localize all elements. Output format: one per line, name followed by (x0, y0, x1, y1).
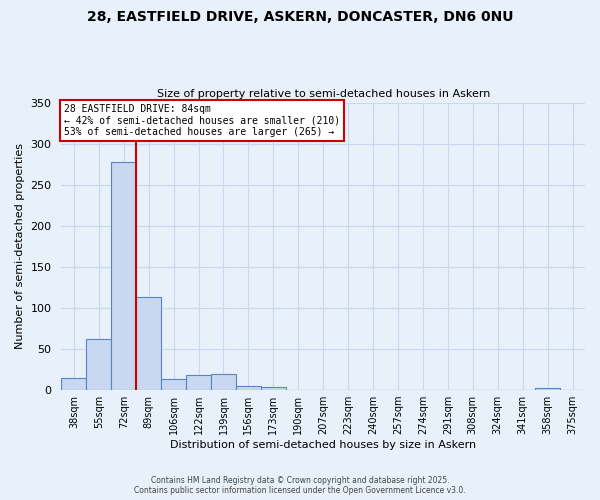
Bar (61, 378, 86, 390)
Text: Contains HM Land Registry data © Crown copyright and database right 2025.
Contai: Contains HM Land Registry data © Crown c… (134, 476, 466, 495)
Bar (236, 386, 261, 390)
Y-axis label: Number of semi-detached properties: Number of semi-detached properties (15, 144, 25, 350)
Text: 28 EASTFIELD DRIVE: 84sqm
← 42% of semi-detached houses are smaller (210)
53% of: 28 EASTFIELD DRIVE: 84sqm ← 42% of semi-… (64, 104, 340, 138)
Bar (136, 298, 161, 390)
Title: Size of property relative to semi-detached houses in Askern: Size of property relative to semi-detach… (157, 89, 490, 99)
X-axis label: Distribution of semi-detached houses by size in Askern: Distribution of semi-detached houses by … (170, 440, 476, 450)
Bar (86, 339, 111, 390)
Bar (111, 162, 136, 390)
Bar (261, 387, 286, 390)
Bar (535, 388, 560, 390)
Text: 28, EASTFIELD DRIVE, ASKERN, DONCASTER, DN6 0NU: 28, EASTFIELD DRIVE, ASKERN, DONCASTER, … (87, 10, 513, 24)
Bar (211, 374, 236, 390)
Bar (161, 380, 186, 390)
Bar (186, 376, 211, 390)
